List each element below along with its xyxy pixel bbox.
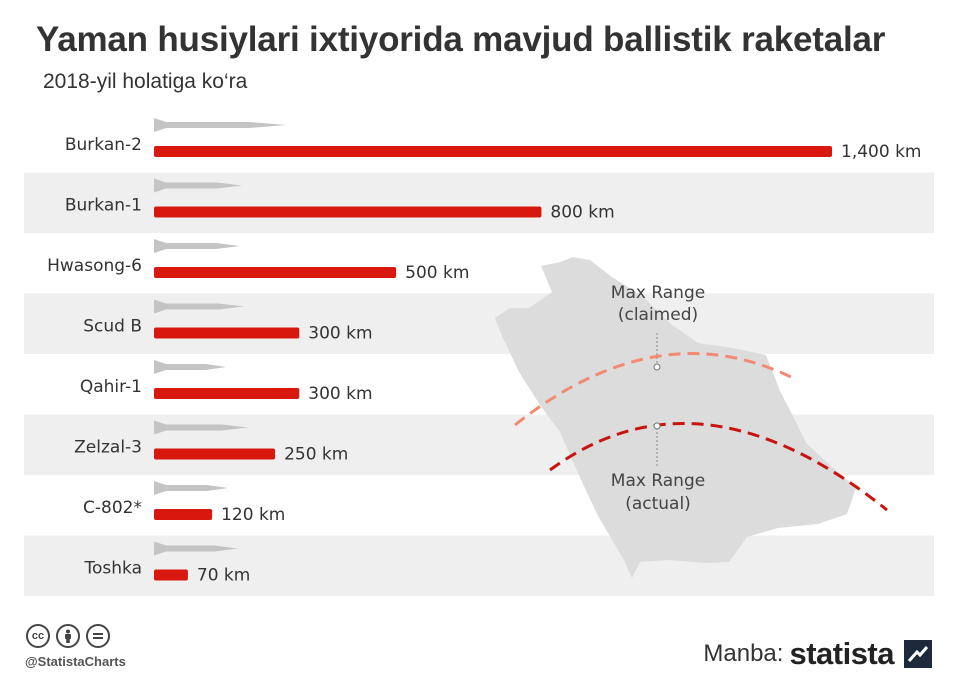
claimed-range-arc (514, 352, 798, 427)
value-label: 300 km (308, 384, 372, 404)
value-label: 300 km (308, 324, 372, 344)
license-icons: cc (26, 624, 110, 648)
bar (154, 509, 213, 520)
missile-silhouette (154, 299, 244, 314)
saudi-arabia-map: Max Range (claimed) Max Range (actual) (495, 257, 888, 578)
bar-row: Qahir-1 300 km (80, 360, 373, 404)
bar-row: Scud B 300 km (83, 299, 373, 344)
missile-silhouette (154, 360, 226, 374)
bar-row: Burkan-1 800 km (65, 178, 615, 223)
bar (154, 388, 300, 399)
statista-logo-icon (904, 640, 932, 668)
missile-silhouette (154, 420, 248, 435)
statista-logo-text: statista (789, 636, 894, 671)
missile-silhouette (154, 481, 228, 495)
origin-dot (653, 363, 661, 371)
chart-subtitle: 2018-yil holatiga ko‘ra (43, 70, 248, 93)
value-label: 1,400 km (841, 142, 921, 162)
category-label: Scud B (83, 317, 142, 337)
value-label: 120 km (221, 505, 285, 525)
category-label: Qahir-1 (80, 377, 142, 397)
bar (154, 146, 832, 157)
no-derivatives-icon (86, 624, 110, 648)
bar-rows: Burkan-2 1,400 km Burkan-1 800 km Hwasong-6 5… (47, 118, 921, 586)
missile-silhouette (154, 239, 240, 253)
annotation-claimed-line2: (claimed) (618, 305, 698, 325)
bar (154, 569, 188, 581)
row-stripes (24, 172, 934, 596)
attribution-icon (56, 624, 80, 648)
value-label: 250 km (284, 445, 348, 465)
value-label: 800 km (550, 203, 614, 223)
category-label: Burkan-2 (65, 135, 142, 155)
missile-silhouette (154, 541, 238, 556)
bar-row: Zelzal-3 250 km (74, 420, 348, 465)
category-label: Zelzal-3 (74, 438, 142, 458)
statista-handle: @StatistaCharts (25, 654, 126, 669)
map-shape (495, 257, 856, 578)
value-label: 70 km (197, 566, 250, 586)
chart-title: Yaman husiylari ixtiyorida mavjud ballis… (36, 20, 886, 59)
bar (154, 267, 397, 278)
bar (154, 327, 300, 339)
bar-row: Hwasong-6 500 km (47, 239, 469, 283)
missile-silhouette (154, 118, 286, 132)
bar (154, 206, 542, 218)
bar-row: C-802* 120 km (83, 481, 285, 525)
annotation-actual-line2: (actual) (625, 494, 691, 514)
annotation-actual-line1: Max Range (611, 471, 705, 491)
origin-dot-actual (653, 422, 661, 430)
category-label: Burkan-1 (65, 196, 142, 216)
actual-range-arc (549, 422, 888, 512)
bar-row: Toshka 70 km (84, 541, 250, 586)
category-label: Hwasong-6 (47, 256, 142, 276)
bar (154, 448, 276, 460)
source-block: Manba: statista (703, 636, 932, 672)
bar-chart: Max Range (claimed) Max Range (actual) B… (24, 118, 934, 596)
source-label: Manba: (703, 640, 784, 667)
bar-row: Burkan-2 1,400 km (65, 118, 921, 162)
category-label: C-802* (83, 498, 142, 518)
annotation-claimed-line1: Max Range (611, 283, 705, 303)
missile-silhouette (154, 178, 242, 193)
cc-icon: cc (26, 624, 50, 648)
category-label: Toshka (84, 559, 143, 579)
value-label: 500 km (405, 263, 469, 283)
